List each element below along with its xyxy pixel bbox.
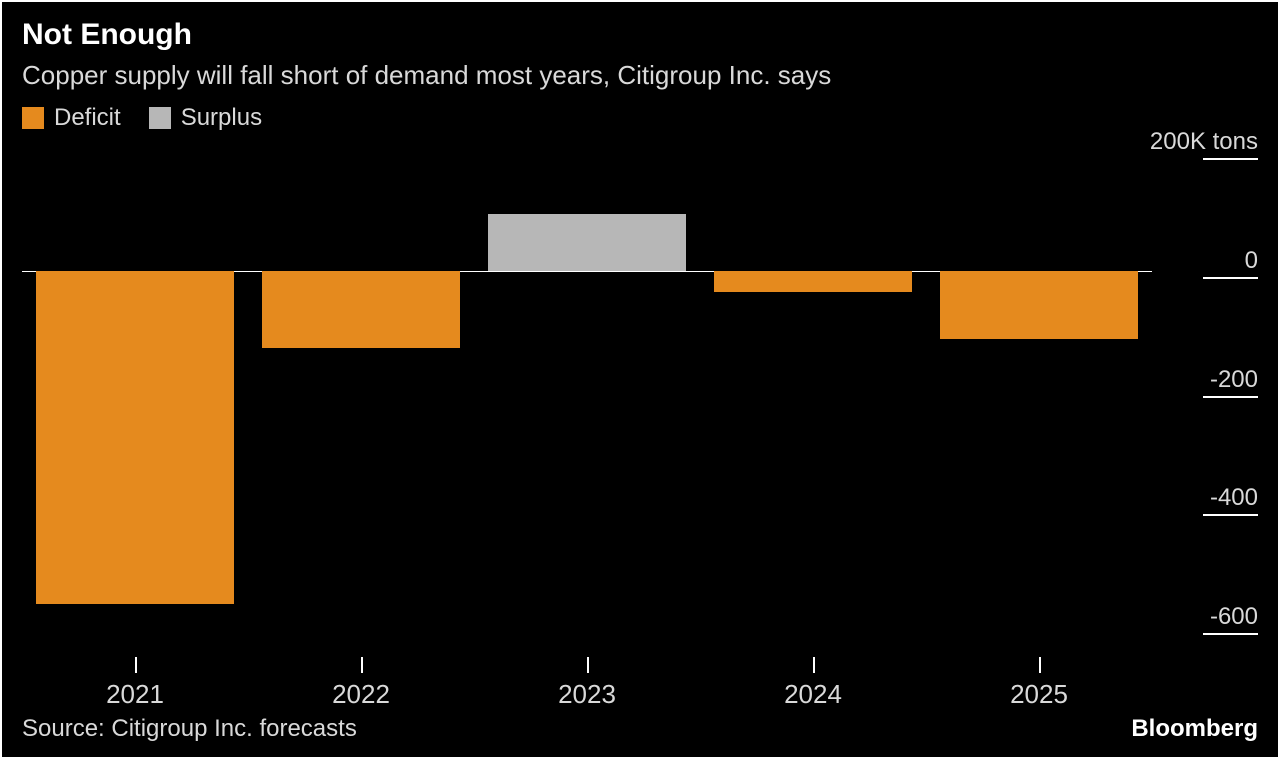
legend-item: Surplus [149,104,262,132]
chart-title: Not Enough [22,18,192,52]
legend-label: Surplus [181,104,262,132]
x-tick [361,657,363,673]
y-tick-label: 0 [1245,247,1258,275]
y-tick-label: -200 [1210,366,1258,394]
legend-swatch [22,107,44,129]
bar [488,214,687,270]
legend-swatch [149,107,171,129]
y-tick-label: 200K tons [1150,128,1258,156]
x-label: 2024 [784,679,842,710]
x-label: 2025 [1010,679,1068,710]
x-label: 2023 [558,679,616,710]
y-tick-label: -400 [1210,484,1258,512]
bar [714,271,913,292]
bar [940,271,1139,339]
plot-area [22,152,1152,657]
x-label: 2022 [332,679,390,710]
chart-subtitle: Copper supply will fall short of demand … [22,60,831,91]
legend-label: Deficit [54,104,121,132]
legend-item: Deficit [22,104,121,132]
x-axis: 2021 2022 2023 2024 2025 [22,657,1152,717]
y-tick-line [1203,277,1258,279]
y-tick-line [1203,633,1258,635]
y-tick-label: -600 [1210,603,1258,631]
y-tick-line [1203,514,1258,516]
x-label: 2021 [106,679,164,710]
chart-source: Source: Citigroup Inc. forecasts [22,715,357,743]
y-tick-line [1203,158,1258,160]
chart-frame: Not Enough Copper supply will fall short… [0,0,1280,759]
chart-legend: Deficit Surplus [22,104,262,132]
y-tick-line [1203,396,1258,398]
chart-attribution: Bloomberg [1131,715,1258,743]
bar [262,271,461,348]
y-axis: 200K tons0-200-400-600 [1148,152,1258,657]
bar [36,271,235,604]
x-tick [1039,657,1041,673]
x-tick [135,657,137,673]
x-tick [813,657,815,673]
x-tick [587,657,589,673]
